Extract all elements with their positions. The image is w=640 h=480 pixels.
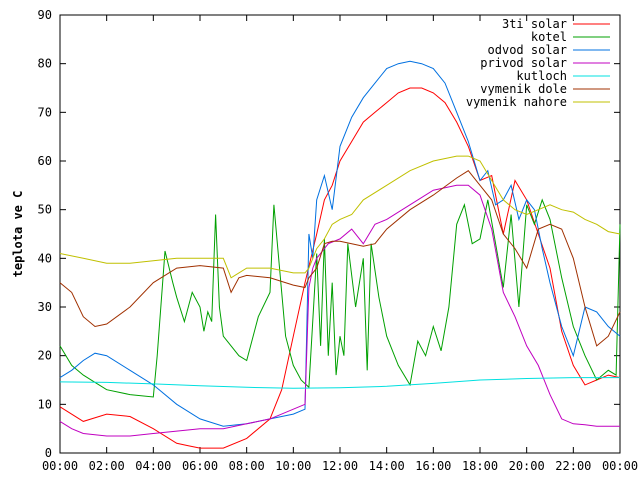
y-tick-label: 40	[38, 251, 52, 265]
x-tick-label: 06:00	[182, 459, 218, 473]
series-lines	[59, 60, 621, 449]
y-tick-label: 60	[38, 154, 52, 168]
y-tick-label: 30	[38, 300, 52, 314]
y-tick-label: 50	[38, 203, 52, 217]
x-tick-label: 02:00	[89, 459, 125, 473]
legend-label: kutloch	[516, 69, 567, 83]
y-tick-label: 20	[38, 349, 52, 363]
x-tick-label: 08:00	[229, 459, 265, 473]
series-line-vymenik-dole	[59, 170, 621, 347]
x-tick-label: 18:00	[462, 459, 498, 473]
x-tick-label: 16:00	[415, 459, 451, 473]
series-line-vymenik-nahore	[59, 155, 621, 279]
y-tick-label: 70	[38, 105, 52, 119]
y-axis-label: teplota ve C	[11, 191, 25, 278]
x-tick-label: 14:00	[369, 459, 405, 473]
x-tick-label: 04:00	[135, 459, 171, 473]
axis-ticks: 0 10 20 30 40 50 60 70 80 90 00:00 02:00 04:00 06:00 0…	[38, 8, 639, 473]
x-tick-label: 00:00	[42, 459, 78, 473]
legend-label: kotel	[531, 30, 567, 44]
x-tick-label: 20:00	[509, 459, 545, 473]
legend-label: vymenik dole	[480, 82, 567, 96]
y-tick-label: 10	[38, 397, 52, 411]
series-line-odvod-solar	[59, 60, 621, 427]
x-tick-label: 12:00	[322, 459, 358, 473]
x-tick-label: 22:00	[555, 459, 591, 473]
legend-label: odvod solar	[488, 43, 567, 57]
x-tick-label: 10:00	[275, 459, 311, 473]
y-tick-label: 90	[38, 8, 52, 22]
legend-label: 3ti solar	[502, 17, 567, 31]
series-line-kotel	[59, 198, 621, 398]
series-line-kutloch	[59, 377, 620, 389]
y-tick-label: 0	[45, 446, 52, 460]
legend-label: vymenik nahore	[466, 95, 567, 109]
series-line-privod-solar	[59, 184, 620, 437]
x-tick-label: 00:00	[602, 459, 638, 473]
series-line-3ti-solar	[59, 87, 621, 449]
legend-label: privod solar	[480, 56, 567, 70]
y-tick-label: 80	[38, 57, 52, 71]
